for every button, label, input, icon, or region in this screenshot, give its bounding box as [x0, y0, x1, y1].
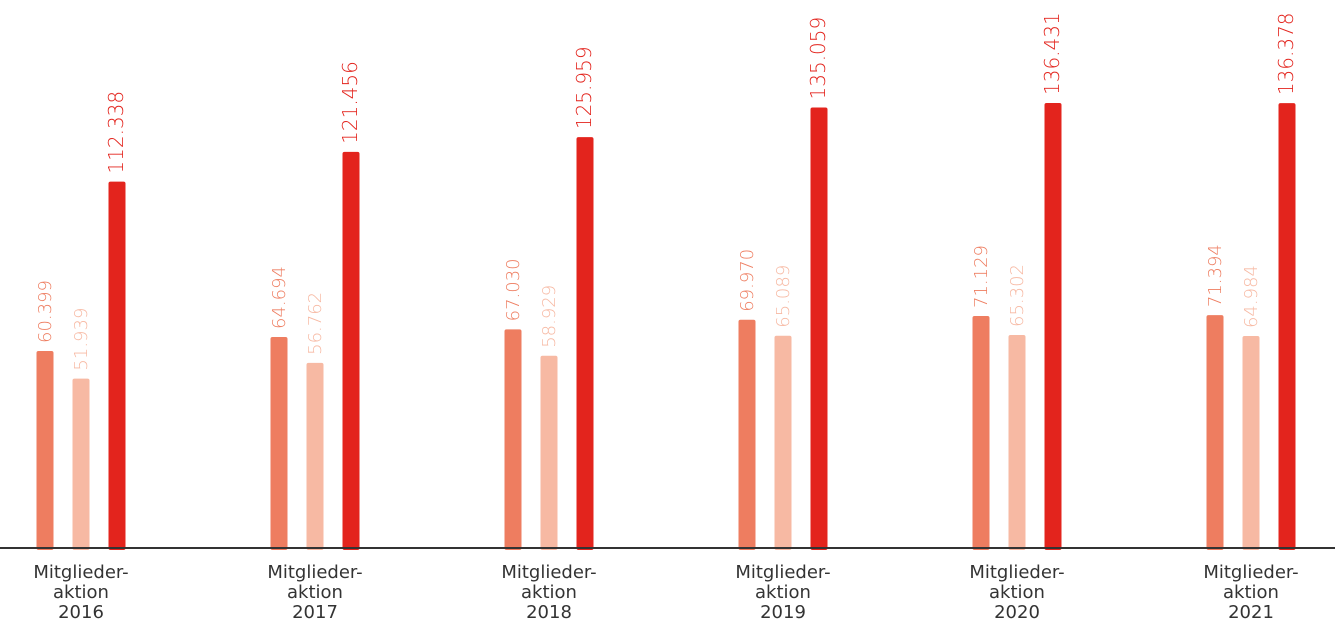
- bar-value-label: 65.089: [773, 265, 794, 328]
- category-label: Mitglieder-: [735, 562, 830, 583]
- bar: [576, 137, 594, 551]
- category-label: Mitglieder-: [1203, 562, 1298, 583]
- bar-value-label: 60.399: [35, 280, 56, 343]
- category-label: aktion: [755, 582, 811, 603]
- category-label: aktion: [53, 582, 109, 603]
- bar: [108, 181, 126, 551]
- bar-value-label: 112.338: [104, 91, 128, 174]
- bar-value-label: 64.694: [269, 266, 290, 329]
- category-labels-layer: Mitglieder-aktion2016Mitglieder-aktion20…: [33, 562, 1298, 623]
- bar-value-label: 136.431: [1040, 12, 1064, 95]
- category-label: Mitglieder-: [501, 562, 596, 583]
- bar-value-label: 136.378: [1274, 12, 1298, 95]
- bar: [36, 350, 54, 550]
- bar: [1242, 336, 1260, 550]
- bar-value-label: 71.129: [971, 245, 992, 308]
- bar-value-label: 58.929: [539, 285, 560, 348]
- bar-value-label: 67.030: [503, 258, 524, 321]
- bar: [1206, 315, 1224, 550]
- bar: [972, 315, 990, 550]
- category-label: aktion: [1223, 582, 1279, 603]
- category-label: 2016: [58, 602, 104, 623]
- category-label: 2020: [994, 602, 1040, 623]
- bar-value-label: 64.984: [1241, 265, 1262, 328]
- bar: [738, 319, 756, 550]
- bar: [504, 329, 522, 550]
- bar-value-label: 135.059: [806, 17, 830, 100]
- bar: [1008, 335, 1026, 550]
- bar-value-label: 69.970: [737, 249, 758, 312]
- bar: [72, 378, 90, 550]
- category-label: 2021: [1228, 602, 1274, 623]
- category-label: Mitglieder-: [267, 562, 362, 583]
- value-labels-layer: 60.399 51.939 112.338 64.694 56.762 121.456 67…: [35, 12, 1298, 370]
- bar-value-label: 125.959: [572, 46, 596, 129]
- bar-value-label: 51.939: [71, 308, 92, 371]
- bar: [270, 336, 288, 550]
- category-label: aktion: [521, 582, 577, 603]
- bar-value-label: 56.762: [305, 292, 326, 355]
- bar-value-label: 71.394: [1205, 244, 1226, 307]
- bar-value-label: 65.302: [1007, 264, 1028, 327]
- bar-value-label: 121.456: [338, 61, 362, 144]
- bar: [1278, 103, 1296, 550]
- category-label: 2018: [526, 602, 572, 623]
- bars-layer: [36, 103, 1296, 551]
- category-label: Mitglieder-: [969, 562, 1064, 583]
- category-label: aktion: [989, 582, 1045, 603]
- bar: [342, 151, 360, 550]
- category-label: aktion: [287, 582, 343, 603]
- category-label: Mitglieder-: [33, 562, 128, 583]
- category-label: 2017: [292, 602, 338, 623]
- bar: [774, 335, 792, 550]
- bar: [1044, 103, 1062, 550]
- bar: [810, 107, 828, 550]
- bar: [306, 362, 324, 550]
- bar: [540, 355, 558, 550]
- category-label: 2019: [760, 602, 806, 623]
